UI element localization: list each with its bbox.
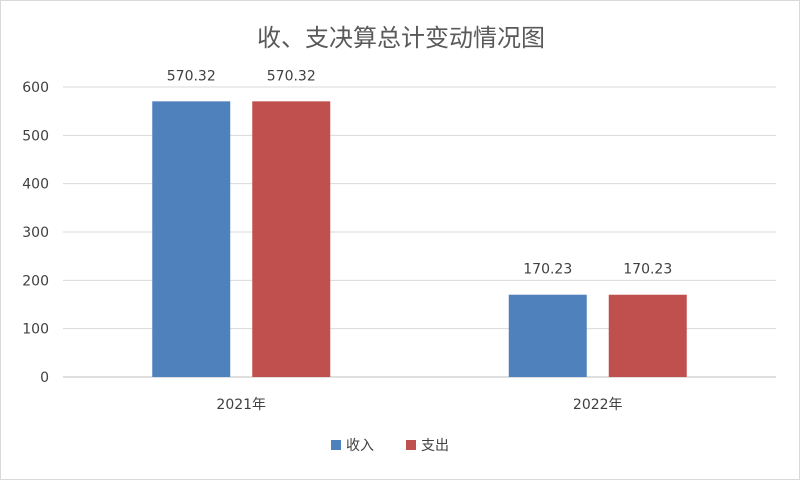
x-category-label: 2021年 [216, 397, 266, 413]
y-tick-label: 400 [22, 177, 49, 193]
y-tick-label: 600 [22, 80, 49, 96]
legend-label: 收入 [346, 438, 374, 454]
data-label: 570.32 [267, 68, 316, 84]
y-tick-label: 100 [22, 322, 49, 338]
data-label: 170.23 [523, 262, 572, 278]
legend: 收入 支出 [331, 438, 449, 454]
bar-收入-2022年 [508, 294, 587, 377]
legend-label: 支出 [421, 438, 449, 454]
y-tick-label: 500 [22, 128, 49, 144]
bars-group [152, 101, 687, 377]
legend-swatch [406, 440, 416, 450]
x-axis: 2021年 2022年 [216, 397, 622, 413]
chart-title: 收、支决算总计变动情况图 [257, 24, 545, 52]
legend-swatch [331, 440, 341, 450]
data-label: 570.32 [167, 68, 216, 84]
y-axis: 0 100 200 300 400 500 600 [22, 80, 49, 386]
x-category-label: 2022年 [573, 397, 623, 413]
data-label: 170.23 [623, 262, 672, 278]
y-tick-label: 200 [22, 273, 49, 289]
data-labels: 570.32 570.32 170.23 170.23 [167, 68, 673, 277]
y-tick-label: 300 [22, 225, 49, 241]
y-tick-label: 0 [40, 370, 49, 386]
bar-收入-2021年 [152, 101, 231, 377]
bar-支出-2022年 [608, 294, 687, 377]
bar-支出-2021年 [252, 101, 331, 377]
